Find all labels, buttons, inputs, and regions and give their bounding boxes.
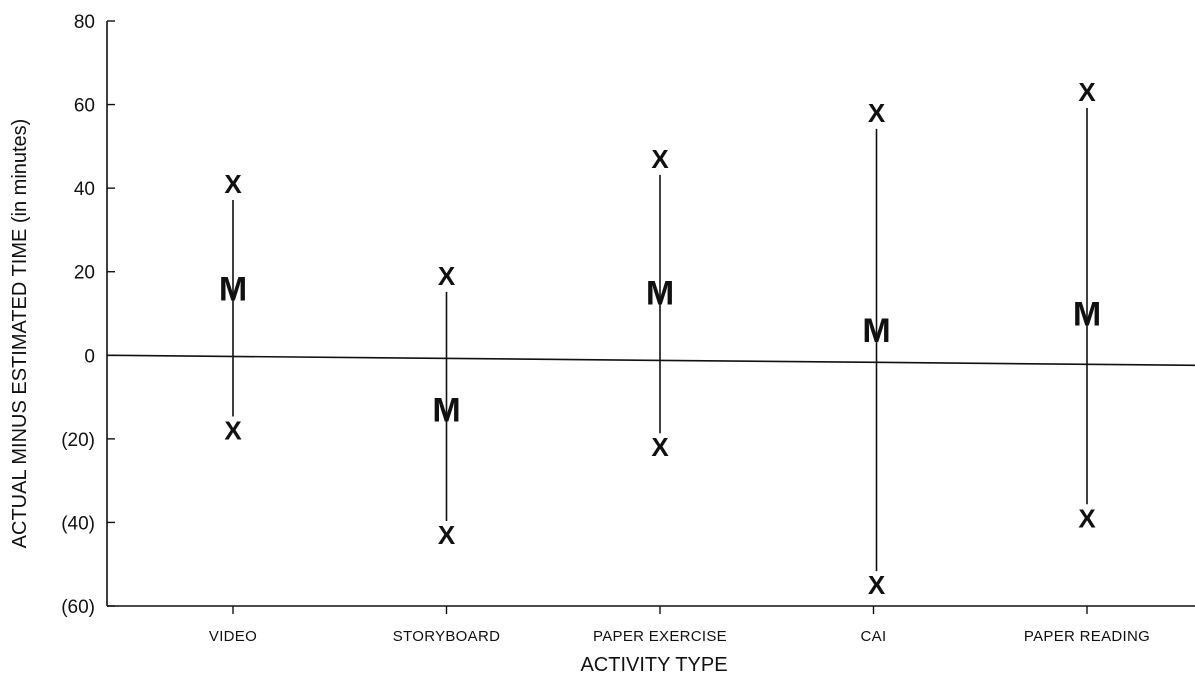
x-category-labels: VIDEO STORYBOARD PAPER EXERCISE CAI PAPER RE…: [209, 606, 1150, 645]
y-tick-label: (60): [61, 597, 95, 618]
x-axis-title: ACTIVITY TYPE: [580, 654, 727, 676]
y-tick-label: 40: [74, 179, 95, 200]
y-tick-label: (20): [61, 430, 95, 451]
y-axis-title: ACTUAL MINUS ESTIMATED TIME (in minutes): [9, 119, 31, 549]
range-end-marker: X: [1078, 77, 1096, 107]
mean-marker: M: [1073, 296, 1101, 334]
range-end-marker: X: [224, 416, 242, 446]
mean-marker: M: [646, 275, 674, 313]
range-lines: [232, 108, 1088, 572]
y-tick-label: 20: [74, 263, 95, 284]
range-end-marker: X: [868, 98, 886, 128]
mean-marker: M: [862, 312, 890, 350]
y-tick-label: (40): [61, 513, 95, 534]
x-category-label: PAPER EXERCISE: [593, 628, 727, 645]
zero-reference-line: [106, 354, 1195, 367]
x-category-label: STORYBOARD: [393, 628, 500, 645]
y-tick-label: 0: [84, 346, 95, 367]
range-end-marker: X: [1078, 503, 1096, 533]
range-end-marker: X: [651, 144, 669, 174]
axes: [106, 21, 1195, 607]
y-tick-label: 80: [74, 12, 95, 33]
mean-marker: M: [432, 392, 460, 430]
y-tick-label: 60: [74, 96, 95, 117]
mean-marker: M: [219, 270, 247, 308]
y-ticks: 80 60 40 20 0 (20) (40) (60): [61, 12, 115, 618]
range-end-marker: X: [224, 169, 242, 199]
x-category-label: PAPER READING: [1024, 628, 1150, 645]
x-category-label: CAI: [861, 628, 887, 645]
markers: X X X X X M M M M M X X X X X: [219, 77, 1101, 600]
range-end-marker: X: [438, 520, 456, 550]
range-end-marker: X: [651, 432, 669, 462]
range-end-marker: X: [868, 570, 886, 600]
x-category-label: VIDEO: [209, 628, 257, 645]
range-end-marker: X: [438, 261, 456, 291]
